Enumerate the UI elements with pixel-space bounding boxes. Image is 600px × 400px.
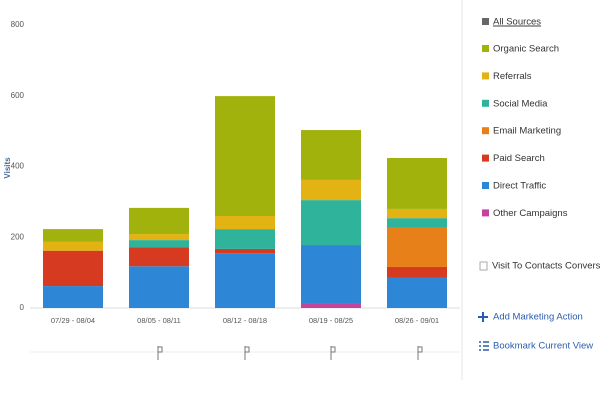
legend-swatch [482,45,489,52]
bar-segment [129,240,189,248]
bar-segment [301,303,361,308]
bar-segment [129,207,189,235]
bar-segment [43,229,103,242]
legend-swatch [482,209,489,217]
all-sources-swatch [482,18,489,25]
legend-swatch [482,182,489,189]
conversion-label[interactable]: Visit To Contacts Conversion [492,261,600,272]
x-tick-label: 08/19 - 08/25 [309,316,353,325]
bar-segment [43,286,103,308]
legend-label[interactable]: Email Marketing [493,126,561,137]
bar-segment [129,247,189,267]
legend-label[interactable]: Referrals [493,71,532,82]
flags [157,346,423,360]
bar-segment [387,218,447,227]
bookmark-link[interactable]: Bookmark Current View [493,341,593,352]
bar-segment [215,216,275,230]
x-tick-label: 08/26 - 09/01 [395,316,439,325]
bar-segment [301,245,361,304]
legend-label[interactable]: Direct Traffic [493,181,546,192]
y-tick-label: 200 [11,232,25,241]
legend-label[interactable]: Organic Search [493,44,559,55]
x-tick-label: 07/29 - 08/04 [51,316,95,325]
y-tick-label: 800 [11,20,25,29]
bar-segment [301,179,361,201]
legend-swatch [482,127,489,135]
flag-icon [417,346,423,360]
bar-segment [43,250,103,287]
bar-segment [387,208,447,219]
bar-segment [387,266,447,278]
bar-segment [215,248,275,254]
bar-segment [387,158,447,209]
bar-segment [129,266,189,308]
bar-segment [215,96,275,217]
bar-segment [301,130,361,180]
bar-segment [301,200,361,246]
bar-segment [387,226,447,267]
legend-swatch [482,99,489,107]
flag-icon [244,346,250,360]
legend-label[interactable]: Other Campaigns [493,208,568,219]
x-tick-label: 08/12 - 08/18 [223,316,267,325]
add-action-link[interactable]: Add Marketing Action [493,312,583,323]
plus-icon[interactable] [478,312,488,322]
bar-segment [129,234,189,241]
bar-segment [215,253,275,308]
legend-label[interactable]: Social Media [493,98,548,109]
x-tick-label: 08/05 - 08/11 [137,316,181,325]
y-axis-label: Visits [3,157,12,179]
y-tick-label: 400 [11,162,25,171]
bar-segment [215,229,275,249]
y-tick-label: 0 [20,303,25,312]
list-icon[interactable] [479,341,489,351]
legend-swatch [482,72,489,80]
legend-swatch [482,154,489,162]
checkbox[interactable] [479,261,488,271]
flag-icon [157,346,163,360]
flag-icon [330,346,336,360]
y-tick-label: 600 [11,91,25,100]
bar-segment [43,241,103,251]
bar-segment [387,277,447,308]
all-sources-link[interactable]: All Sources [493,17,541,28]
legend-label[interactable]: Paid Search [493,153,545,164]
